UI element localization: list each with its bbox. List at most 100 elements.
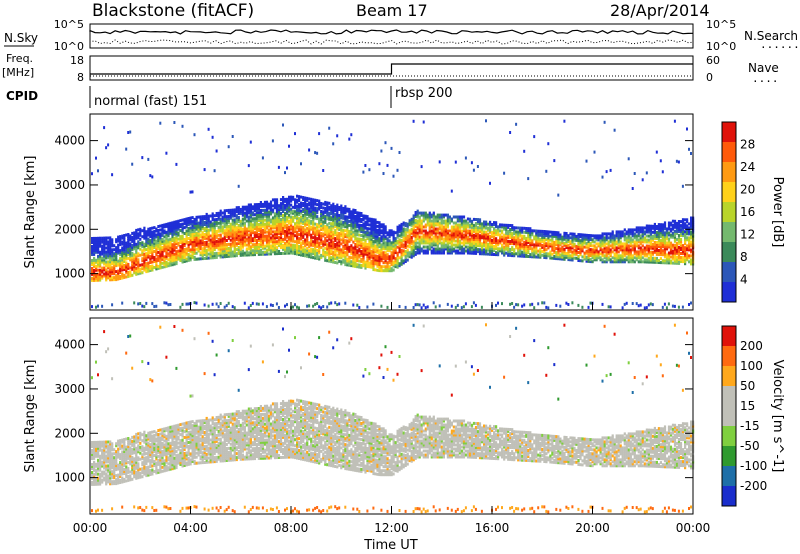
power-cell — [227, 208, 230, 212]
power-cell — [193, 225, 196, 229]
power-cell — [282, 239, 285, 243]
power-cell — [257, 252, 260, 256]
power-cell — [376, 250, 379, 254]
power-cell — [115, 240, 118, 244]
power-cell — [332, 250, 335, 254]
power-cell — [207, 234, 210, 238]
power-cell — [485, 244, 488, 248]
power-cell — [579, 259, 582, 263]
power-cell — [151, 260, 154, 264]
power-cell — [95, 305, 97, 309]
power-cell — [308, 225, 311, 229]
power-cell — [627, 256, 630, 260]
power-cell — [557, 247, 560, 251]
power-cell — [123, 236, 126, 239]
power-cell — [515, 122, 518, 126]
power-cell — [537, 235, 540, 239]
power-cell — [350, 234, 353, 238]
power-cell — [569, 248, 572, 252]
power-cell — [251, 301, 254, 305]
power-cell — [203, 168, 206, 172]
power-cell — [165, 232, 168, 236]
power-cell — [348, 257, 351, 261]
power-cell — [181, 230, 184, 234]
power-cell — [97, 246, 100, 250]
power-cell — [243, 213, 246, 217]
power-cell — [483, 232, 486, 236]
power-cell — [308, 253, 311, 257]
power-cell — [468, 225, 472, 229]
power-cell — [113, 256, 116, 260]
power-cell — [265, 236, 269, 240]
power-cell — [366, 257, 369, 260]
power-cell — [446, 233, 449, 237]
power-cell — [292, 219, 295, 223]
power-cell — [233, 220, 236, 224]
power-cell — [135, 250, 138, 254]
power-cell — [167, 240, 170, 244]
power-cell — [394, 231, 397, 235]
power-cell — [277, 236, 281, 240]
power-cell — [593, 248, 596, 252]
power-cell — [489, 248, 492, 252]
power-cell — [336, 203, 339, 207]
power-cell — [509, 240, 512, 243]
power-cell — [493, 249, 496, 252]
power-cell — [203, 303, 206, 307]
power-cell — [625, 242, 628, 246]
power-cell — [627, 230, 630, 234]
power-cell — [261, 242, 265, 246]
power-cell — [537, 255, 540, 259]
power-cell — [366, 233, 369, 237]
power-cell — [541, 231, 544, 235]
power-cell — [173, 238, 176, 242]
power-cell — [438, 215, 441, 219]
power-cell — [344, 221, 347, 225]
power-cell — [537, 302, 540, 306]
power-cell — [493, 245, 496, 248]
power-cell — [245, 237, 248, 241]
power-cell — [225, 233, 228, 237]
power-cell — [348, 211, 351, 215]
power-cell — [545, 232, 548, 236]
power-cell — [623, 238, 626, 242]
power-cell — [233, 226, 236, 230]
power-cell — [436, 219, 439, 223]
power-cell — [340, 234, 343, 238]
power-cell — [145, 270, 148, 274]
power-cell — [109, 268, 112, 272]
power-cell — [517, 240, 520, 244]
power-cell — [147, 267, 150, 271]
power-cell — [601, 242, 604, 246]
power-cell — [468, 231, 472, 235]
power-cell — [199, 243, 202, 247]
power-cell — [489, 230, 492, 234]
power-cell — [197, 215, 200, 219]
power-cell — [181, 238, 184, 242]
power-cell — [127, 270, 130, 274]
power-cell — [139, 229, 142, 233]
power-cell — [97, 274, 100, 278]
power-cell — [171, 251, 174, 255]
power-cell — [195, 247, 198, 251]
power-cell — [360, 250, 363, 253]
power-cell — [201, 241, 204, 245]
power-cell — [583, 235, 586, 239]
power-cell — [219, 243, 222, 247]
power-cell — [181, 252, 184, 256]
power-cell — [286, 227, 289, 231]
power-cell — [440, 231, 443, 235]
power-cell — [145, 238, 148, 242]
power-cell — [125, 251, 128, 255]
power-cell — [456, 215, 459, 219]
power-cell — [286, 207, 289, 211]
power-cell — [428, 233, 431, 237]
power-cell — [356, 217, 359, 221]
power-cell — [298, 245, 301, 248]
power-cell — [430, 219, 433, 223]
power-cell — [356, 229, 359, 233]
power-cell — [139, 253, 142, 257]
power-cell — [312, 250, 315, 254]
power-cell — [485, 234, 488, 238]
power-cell — [585, 243, 588, 247]
